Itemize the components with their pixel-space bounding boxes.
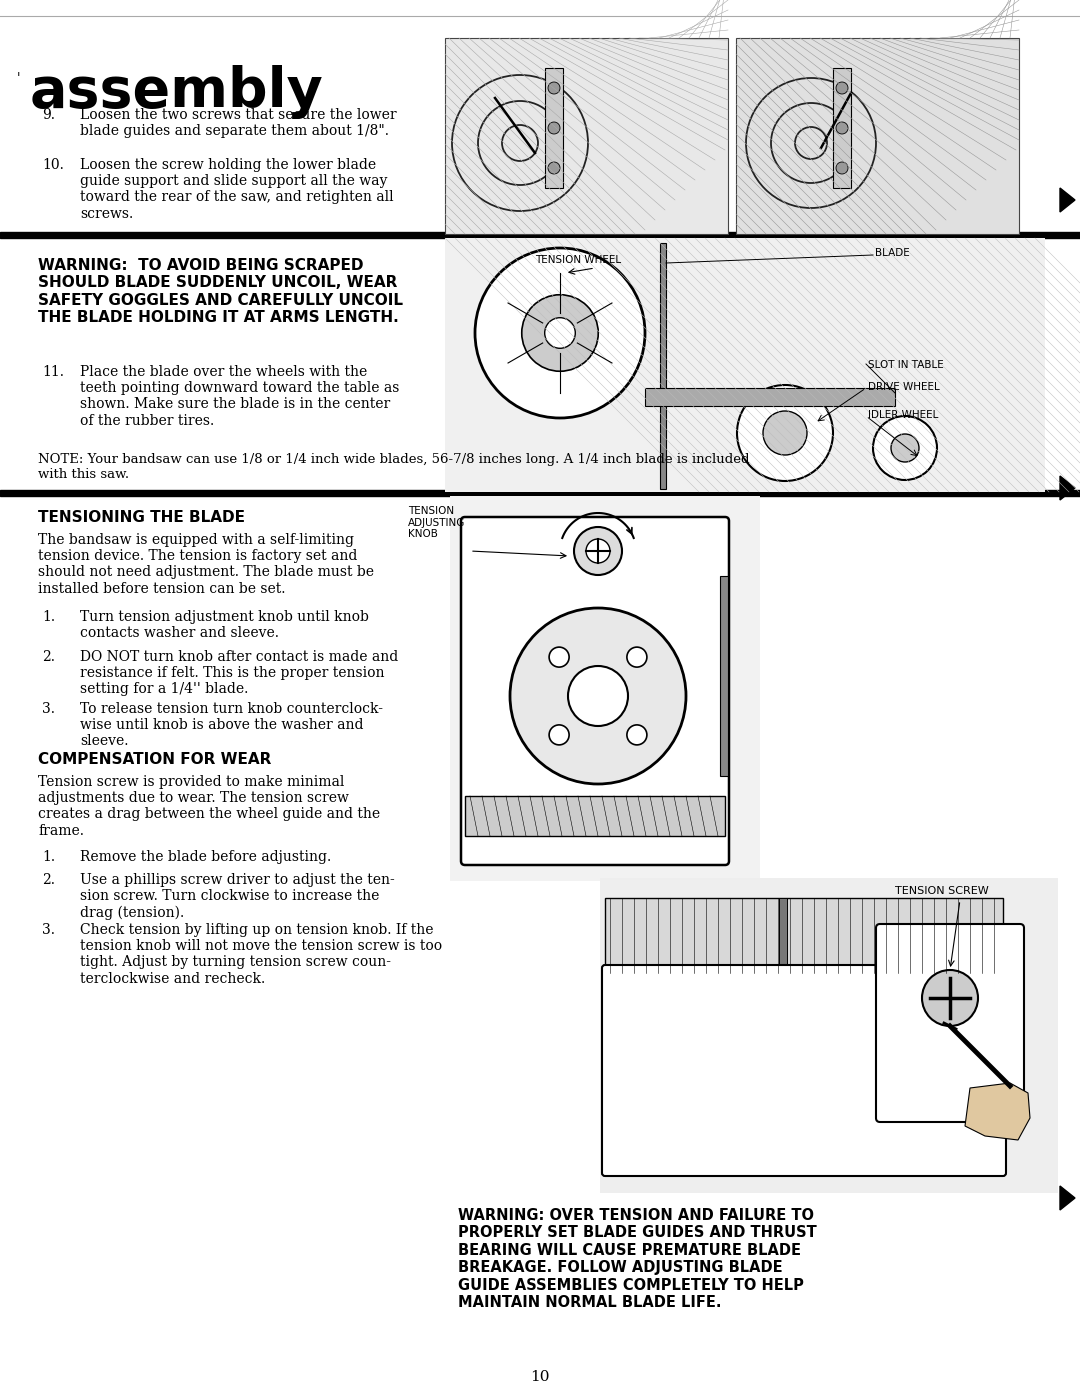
- Text: 10.: 10.: [42, 158, 64, 172]
- Circle shape: [510, 608, 686, 784]
- Text: Check tension by lifting up on tension knob. If the
tension knob will not move t: Check tension by lifting up on tension k…: [80, 923, 442, 986]
- Circle shape: [891, 434, 919, 462]
- Text: WARNING: OVER TENSION AND FAILURE TO
PROPERLY SET BLADE GUIDES AND THRUST
BEARIN: WARNING: OVER TENSION AND FAILURE TO PRO…: [458, 1208, 816, 1310]
- Circle shape: [873, 416, 937, 481]
- Circle shape: [548, 82, 561, 94]
- Polygon shape: [1059, 1186, 1075, 1210]
- Circle shape: [626, 725, 647, 745]
- Bar: [660, 243, 666, 489]
- Text: TENSION
ADJUSTING
KNOB: TENSION ADJUSTING KNOB: [408, 506, 465, 539]
- Text: 10: 10: [530, 1370, 550, 1384]
- Bar: [465, 796, 725, 835]
- Bar: [645, 388, 895, 407]
- Text: ': ': [16, 73, 19, 85]
- Text: SLOT IN TABLE: SLOT IN TABLE: [868, 360, 944, 370]
- Text: TENSIONING THE BLADE: TENSIONING THE BLADE: [38, 510, 245, 525]
- Bar: [450, 496, 760, 882]
- Circle shape: [836, 122, 848, 134]
- Circle shape: [475, 249, 645, 418]
- Bar: [0, 490, 1080, 496]
- Circle shape: [737, 386, 833, 481]
- Bar: [600, 877, 1058, 1193]
- Text: TENSION WHEEL: TENSION WHEEL: [535, 256, 621, 265]
- Text: Place the blade over the wheels with the
teeth pointing downward toward the tabl: Place the blade over the wheels with the…: [80, 365, 400, 427]
- Text: IDLER WHEEL: IDLER WHEEL: [868, 409, 939, 420]
- Circle shape: [568, 666, 627, 726]
- Bar: [720, 576, 728, 775]
- Bar: [779, 898, 787, 972]
- Circle shape: [762, 411, 807, 455]
- Text: Loosen the screw holding the lower blade
guide support and slide support all the: Loosen the screw holding the lower blade…: [80, 158, 393, 221]
- Text: assembly: assembly: [30, 66, 324, 119]
- Text: 2.: 2.: [42, 650, 55, 664]
- Circle shape: [922, 970, 978, 1025]
- Text: DO NOT turn knob after contact is made and
resistance if felt. This is the prope: DO NOT turn knob after contact is made a…: [80, 650, 399, 696]
- Text: Tension screw is provided to make minimal
adjustments due to wear. The tension s: Tension screw is provided to make minima…: [38, 775, 380, 838]
- Text: BLADE: BLADE: [875, 249, 909, 258]
- Bar: [0, 232, 1080, 237]
- Text: Remove the blade before adjusting.: Remove the blade before adjusting.: [80, 849, 332, 863]
- Text: Turn tension adjustment knob until knob
contacts washer and sleeve.: Turn tension adjustment knob until knob …: [80, 610, 369, 640]
- Text: 3.: 3.: [42, 703, 55, 717]
- Text: DRIVE WHEEL: DRIVE WHEEL: [868, 381, 940, 393]
- Text: The bandsaw is equipped with a self-limiting
tension device. The tension is fact: The bandsaw is equipped with a self-limi…: [38, 534, 374, 595]
- Circle shape: [549, 647, 569, 668]
- Circle shape: [626, 647, 647, 668]
- Text: 1.: 1.: [42, 849, 55, 863]
- Text: WARNING:  TO AVOID BEING SCRAPED
SHOULD BLADE SUDDENLY UNCOIL, WEAR
SAFETY GOGGL: WARNING: TO AVOID BEING SCRAPED SHOULD B…: [38, 258, 403, 326]
- FancyBboxPatch shape: [602, 965, 1005, 1176]
- Circle shape: [586, 539, 610, 563]
- Polygon shape: [1059, 189, 1075, 212]
- Circle shape: [548, 122, 561, 134]
- Circle shape: [549, 725, 569, 745]
- Circle shape: [573, 527, 622, 576]
- Text: TENSION SCREW: TENSION SCREW: [895, 886, 989, 895]
- Bar: [735, 38, 1020, 235]
- FancyBboxPatch shape: [876, 923, 1024, 1122]
- Text: 1.: 1.: [42, 610, 55, 624]
- Text: 11.: 11.: [42, 365, 64, 379]
- Text: 2.: 2.: [42, 873, 55, 887]
- Bar: [833, 68, 851, 189]
- Polygon shape: [966, 1083, 1030, 1140]
- Polygon shape: [1059, 476, 1075, 500]
- Text: Use a phillips screw driver to adjust the ten-
sion screw. Turn clockwise to inc: Use a phillips screw driver to adjust th…: [80, 873, 395, 919]
- Text: NOTE: Your bandsaw can use 1/8 or 1/4 inch wide blades, 56-7/8 inches long. A 1/: NOTE: Your bandsaw can use 1/8 or 1/4 in…: [38, 453, 750, 481]
- Circle shape: [548, 162, 561, 175]
- Text: COMPENSATION FOR WEAR: COMPENSATION FOR WEAR: [38, 752, 271, 767]
- FancyBboxPatch shape: [461, 517, 729, 865]
- Text: 3.: 3.: [42, 923, 55, 937]
- Circle shape: [836, 162, 848, 175]
- Bar: [605, 898, 1003, 972]
- Circle shape: [836, 82, 848, 94]
- Text: Loosen the two screws that secure the lower
blade guides and separate them about: Loosen the two screws that secure the lo…: [80, 108, 396, 138]
- Text: 9.: 9.: [42, 108, 55, 122]
- Bar: [445, 237, 1045, 492]
- Text: To release tension turn knob counterclock-
wise until knob is above the washer a: To release tension turn knob countercloc…: [80, 703, 383, 749]
- Bar: [545, 68, 563, 189]
- Circle shape: [522, 295, 598, 372]
- Circle shape: [544, 317, 576, 348]
- Bar: [445, 38, 728, 235]
